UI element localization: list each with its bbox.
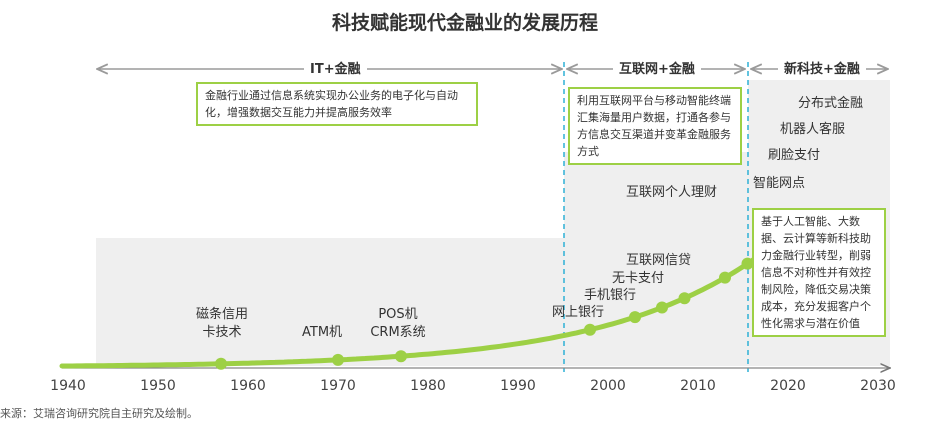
source-note: 来源：艾瑞咨询研究院自主研究及绘制。	[0, 407, 198, 420]
callout-newtech: 基于人工智能、大数据、云计算等新科技助力金融行业转型，削弱信息不对称性并有效控制…	[752, 208, 886, 337]
milestone-label-distributed-finance: 分布式金融	[798, 96, 864, 111]
phase-label-internet: 互联网+金融	[613, 58, 701, 77]
milestone-dot	[584, 323, 596, 336]
phase-panel-it	[96, 238, 564, 366]
milestone-label-magstripe: 磁条信用 卡技术	[195, 307, 248, 340]
callout-it: 金融行业通过信息系统实现办公业务的电子化与自动化，增强数据交互能力并提高服务效率	[196, 82, 478, 126]
milestone-label-internet-lending: 互联网信贷	[626, 253, 692, 268]
milestone-label-atm: ATM机	[302, 325, 343, 340]
axis-tick: 1950	[140, 378, 176, 394]
milestone-dot	[395, 350, 407, 363]
phase-label-it: IT+金融	[304, 58, 367, 77]
page-title: 科技赋能现代金融业的发展历程	[331, 12, 598, 34]
axis-tick: 1980	[410, 378, 446, 394]
axis-tick: 1960	[230, 378, 266, 394]
milestone-label-online-banking: 网上银行	[552, 305, 605, 320]
milestone-label-smart-branch: 智能网点	[753, 176, 806, 191]
milestone-dot	[719, 271, 731, 284]
axis-tick: 1940	[50, 378, 86, 394]
axis-tick: 2010	[680, 378, 716, 394]
milestone-label-mobile-banking: 手机银行	[584, 288, 637, 303]
milestone-dot	[332, 353, 344, 366]
milestone-dot	[215, 357, 227, 370]
milestone-dot	[629, 311, 641, 324]
milestone-label-face-payment: 刷脸支付	[768, 148, 821, 163]
milestone-label-personal-wealth: 互联网个人理财	[626, 185, 718, 200]
axis-tick: 2000	[590, 378, 626, 394]
axis-tick: 1970	[320, 378, 356, 394]
milestone-dot	[656, 301, 668, 314]
milestone-label-cardless-payment: 无卡支付	[612, 271, 665, 286]
axis-tick: 1990	[500, 378, 536, 394]
phase-label-newtech: 新科技+金融	[778, 58, 866, 77]
axis-tick: 2030	[860, 378, 896, 394]
axis-tick: 2020	[770, 378, 806, 394]
milestone-dot	[678, 292, 691, 305]
milestone-label-pos-crm: POS机 CRM系统	[370, 307, 426, 340]
milestone-dot	[741, 257, 754, 270]
milestone-label-robot-service: 机器人客服	[780, 122, 846, 137]
callout-internet: 利用互联网平台与移动智能终端汇集海量用户数据，打通各参与方信息交互渠道并变革金融…	[568, 87, 742, 165]
